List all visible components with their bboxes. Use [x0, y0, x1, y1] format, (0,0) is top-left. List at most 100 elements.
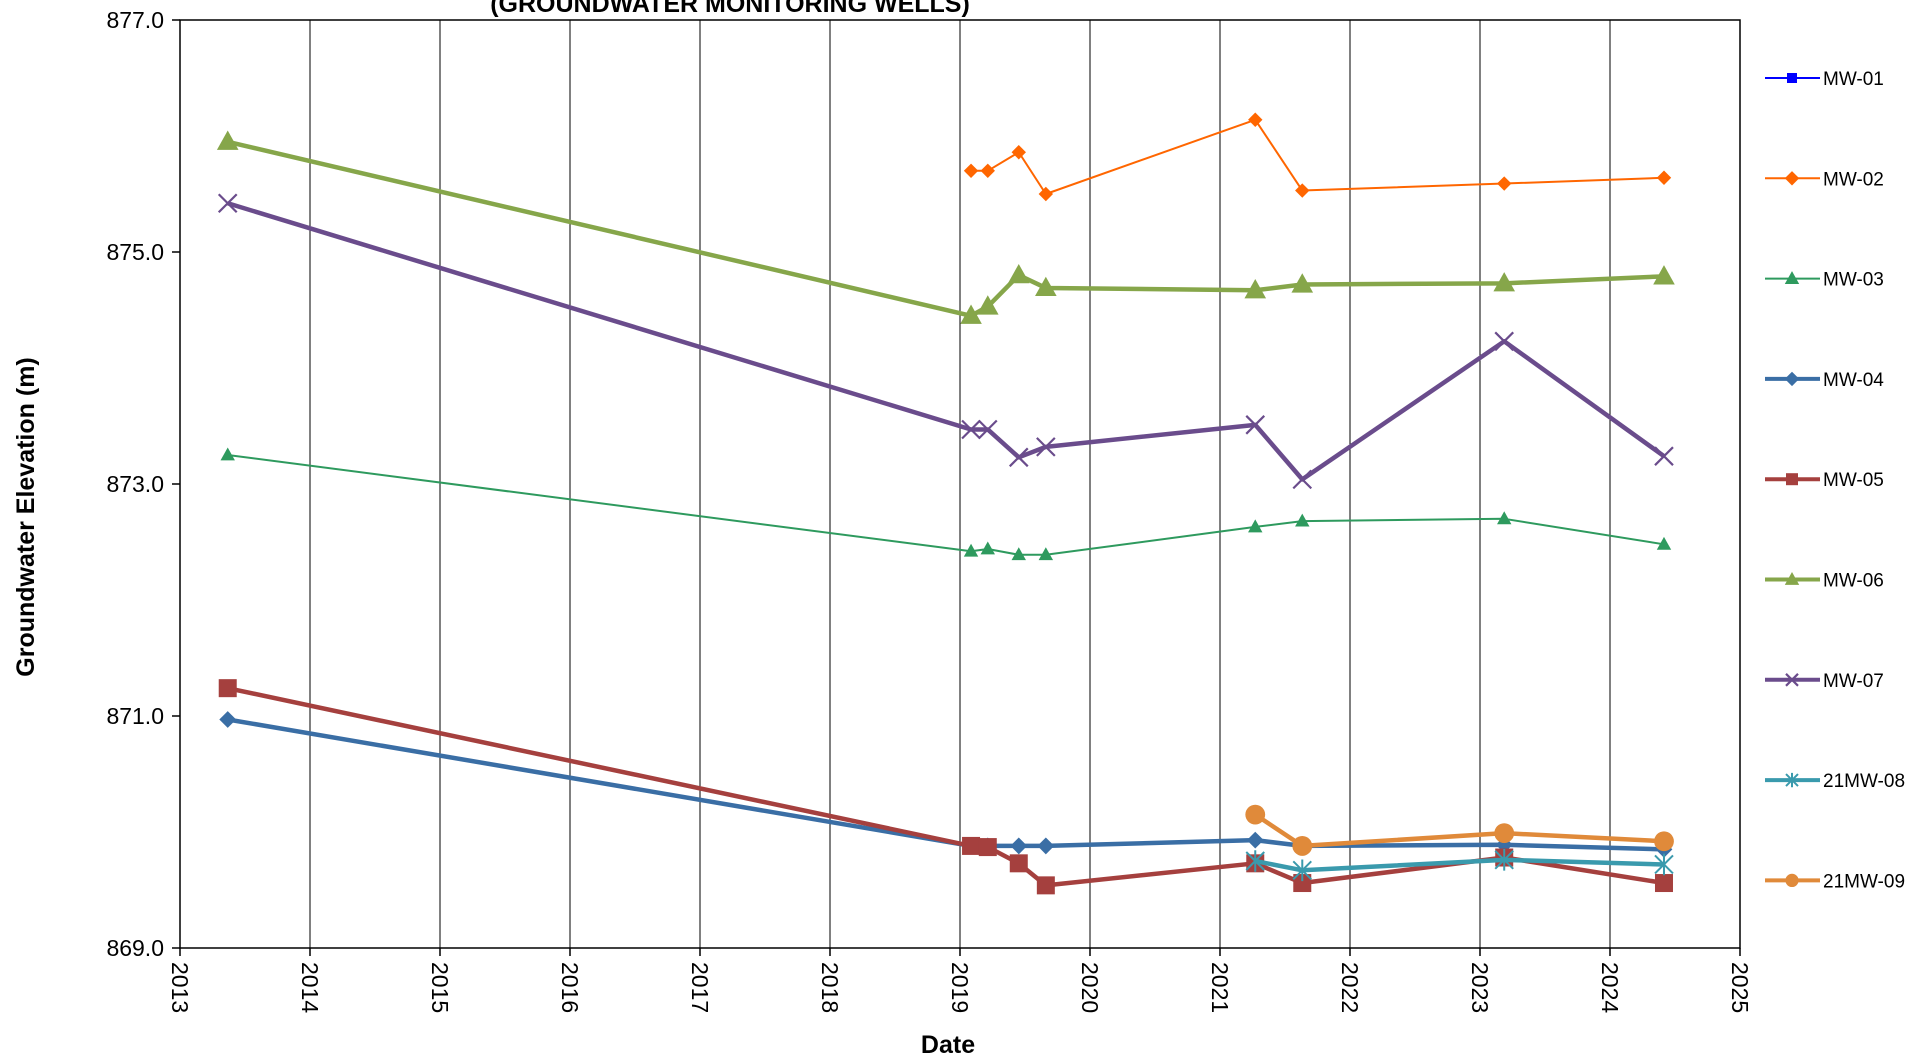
legend-label-21mw-08: 21MW-08 [1823, 771, 1905, 792]
data-point-mw-06-1 [960, 304, 982, 324]
data-point-mw-06-0 [216, 130, 239, 150]
series-line-mw-07 [227, 201, 1666, 482]
data-point-mw-04-5 [1246, 831, 1264, 849]
data-point-mw-04-0 [219, 711, 237, 728]
series-line-mw-04 [227, 717, 1665, 852]
data-point-mw-06-7 [1493, 272, 1516, 292]
data-point-mw-07-8 [1654, 446, 1674, 466]
series-mw-03 [220, 447, 1672, 561]
data-series [216, 112, 1675, 895]
data-point-mw-03-5 [1248, 519, 1263, 533]
data-point-21mw-09-2 [1494, 823, 1515, 844]
data-point-21mw-08-3 [1654, 853, 1674, 876]
y-tick-label-875.0: 875.0 [106, 239, 164, 265]
legend-swatch-marker-mw-02 [1784, 171, 1800, 186]
data-point-mw-05-2 [978, 838, 997, 857]
legend-swatch-marker-21mw-09 [1785, 873, 1799, 888]
legend-entry-mw-02: MW-02 [1765, 169, 1884, 190]
data-point-mw-06-5 [1244, 279, 1267, 299]
series-mw-07 [217, 193, 1674, 490]
data-point-mw-06-2 [976, 295, 999, 315]
y-axis-title: Groundwater Elevation (m) [12, 357, 40, 676]
data-point-mw-05-4 [1036, 876, 1055, 895]
data-point-21mw-08-1 [1292, 859, 1312, 882]
x-tick-label-2014: 2014 [297, 962, 323, 1013]
data-point-mw-06-6 [1291, 273, 1314, 293]
data-point-mw-07-6 [1292, 469, 1313, 490]
data-point-mw-05-0 [218, 679, 237, 698]
series-mw-02 [963, 112, 1672, 202]
data-point-mw-03-4 [1038, 547, 1054, 561]
data-point-mw-05-3 [1009, 854, 1028, 873]
legend-swatch-marker-21mw-08 [1785, 772, 1799, 788]
x-tick-label-2024: 2024 [1597, 962, 1623, 1013]
data-point-mw-02-4 [1248, 112, 1263, 127]
data-point-mw-03-6 [1295, 513, 1310, 527]
series-21mw-09 [1245, 804, 1674, 856]
legend-entry-mw-07: MW-07 [1765, 671, 1884, 692]
x-tick-label-2020: 2020 [1077, 962, 1103, 1013]
series-mw-06 [216, 130, 1675, 324]
legend-swatch-marker-mw-04 [1784, 371, 1800, 387]
series-line-21mw-09 [1254, 812, 1665, 849]
data-point-21mw-09-3 [1654, 831, 1674, 852]
legend-label-mw-04: MW-04 [1823, 370, 1884, 391]
legend: MW-01 MW-02 MW-03 MW-04 MW-05 MW-06 MW-07 21MW-… [1765, 69, 1905, 892]
data-point-21mw-09-0 [1245, 804, 1266, 825]
data-point-21mw-09-1 [1292, 836, 1313, 856]
x-axis-title: Date [921, 1031, 975, 1059]
legend-entry-21mw-08: 21MW-08 [1765, 771, 1905, 792]
x-axis-ticks: 2013 2014 2015 2016 2017 2018 2019 2020 2021 2022… [167, 948, 1753, 1013]
series-line-mw-06 [227, 139, 1665, 319]
series-21mw-08 [1245, 849, 1674, 882]
data-point-mw-07-3 [1008, 447, 1029, 468]
legend-swatch-marker-mw-06 [1784, 572, 1800, 585]
data-point-mw-06-4 [1035, 276, 1057, 297]
data-point-21mw-08-0 [1245, 850, 1265, 872]
y-tick-label-871.0: 871.0 [106, 703, 164, 729]
data-point-mw-03-0 [220, 447, 235, 461]
data-point-mw-02-2 [1011, 145, 1026, 160]
legend-swatch-marker-mw-01 [1787, 73, 1797, 83]
data-point-mw-05-8 [1654, 874, 1673, 893]
data-point-mw-02-7 [1656, 170, 1672, 185]
data-point-mw-07-7 [1494, 331, 1514, 352]
x-tick-label-2015: 2015 [427, 962, 453, 1013]
data-point-mw-05-6 [1293, 874, 1312, 893]
series-line-mw-02 [971, 118, 1665, 195]
data-point-mw-07-4 [1036, 437, 1056, 457]
data-point-mw-03-1 [963, 543, 979, 557]
data-point-mw-05-1 [962, 836, 981, 855]
data-point-mw-04-4 [1037, 837, 1055, 855]
legend-swatch-marker-mw-07 [1785, 673, 1799, 687]
legend-entry-mw-05: MW-05 [1765, 470, 1884, 491]
chart-title: (GROUNDWATER MONITORING WELLS) [490, 0, 970, 18]
x-tick-label-2023: 2023 [1467, 962, 1493, 1013]
series-mw-05 [218, 679, 1673, 895]
legend-label-mw-06: MW-06 [1823, 571, 1884, 592]
y-tick-label-877.0: 877.0 [106, 7, 164, 33]
legend-swatch-marker-mw-03 [1784, 271, 1800, 284]
legend-label-mw-03: MW-03 [1823, 270, 1884, 291]
data-point-mw-04-3 [1010, 837, 1028, 855]
x-tick-label-2013: 2013 [167, 962, 193, 1013]
vertical-gridlines [309, 20, 1611, 948]
data-point-mw-02-6 [1497, 176, 1512, 191]
series-line-21mw-08 [1254, 857, 1665, 873]
legend-entry-mw-01: MW-01 [1765, 69, 1884, 90]
data-point-mw-02-5 [1295, 183, 1310, 198]
x-tick-label-2019: 2019 [947, 962, 973, 1013]
data-point-mw-02-3 [1038, 186, 1054, 202]
series-line-mw-05 [227, 685, 1665, 888]
legend-label-mw-07: MW-07 [1823, 671, 1884, 692]
y-tick-label-873.0: 873.0 [106, 471, 164, 497]
data-point-mw-03-8 [1656, 536, 1672, 550]
data-point-mw-07-1 [961, 419, 981, 440]
y-axis-ticks: 869.0 871.0 873.0 875.0 877.0 [106, 7, 180, 961]
data-point-mw-07-0 [217, 193, 238, 214]
data-point-mw-02-1 [980, 163, 995, 178]
data-point-mw-03-2 [980, 541, 995, 555]
legend-label-mw-01: MW-01 [1823, 69, 1884, 90]
x-tick-label-2018: 2018 [817, 962, 843, 1013]
